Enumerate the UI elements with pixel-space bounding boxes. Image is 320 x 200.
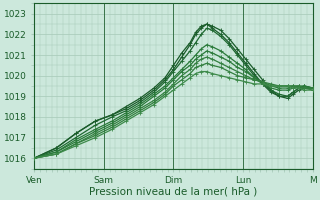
- X-axis label: Pression niveau de la mer( hPa ): Pression niveau de la mer( hPa ): [89, 187, 258, 197]
